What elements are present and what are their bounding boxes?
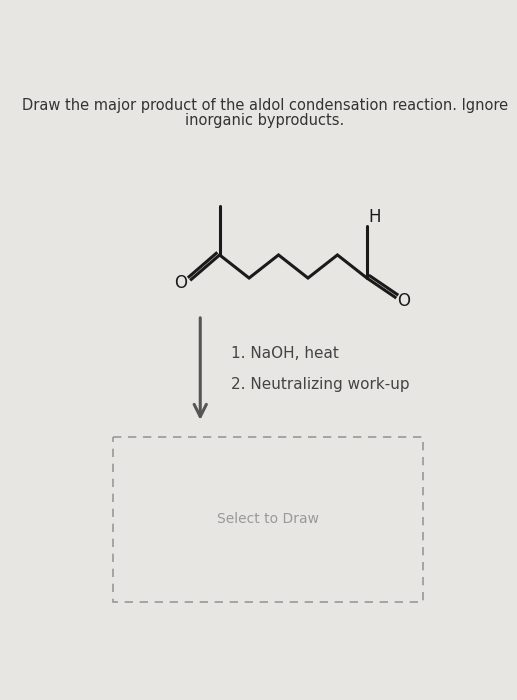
Text: Draw the major product of the aldol condensation reaction. Ignore: Draw the major product of the aldol cond…: [22, 98, 508, 113]
Text: inorganic byproducts.: inorganic byproducts.: [185, 113, 344, 128]
Text: Select to Draw: Select to Draw: [217, 512, 318, 526]
Text: H: H: [369, 208, 381, 226]
Text: O: O: [174, 274, 187, 292]
Text: 2. Neutralizing work-up: 2. Neutralizing work-up: [231, 377, 410, 392]
Text: O: O: [398, 292, 410, 310]
Text: 1. NaOH, heat: 1. NaOH, heat: [231, 346, 339, 361]
